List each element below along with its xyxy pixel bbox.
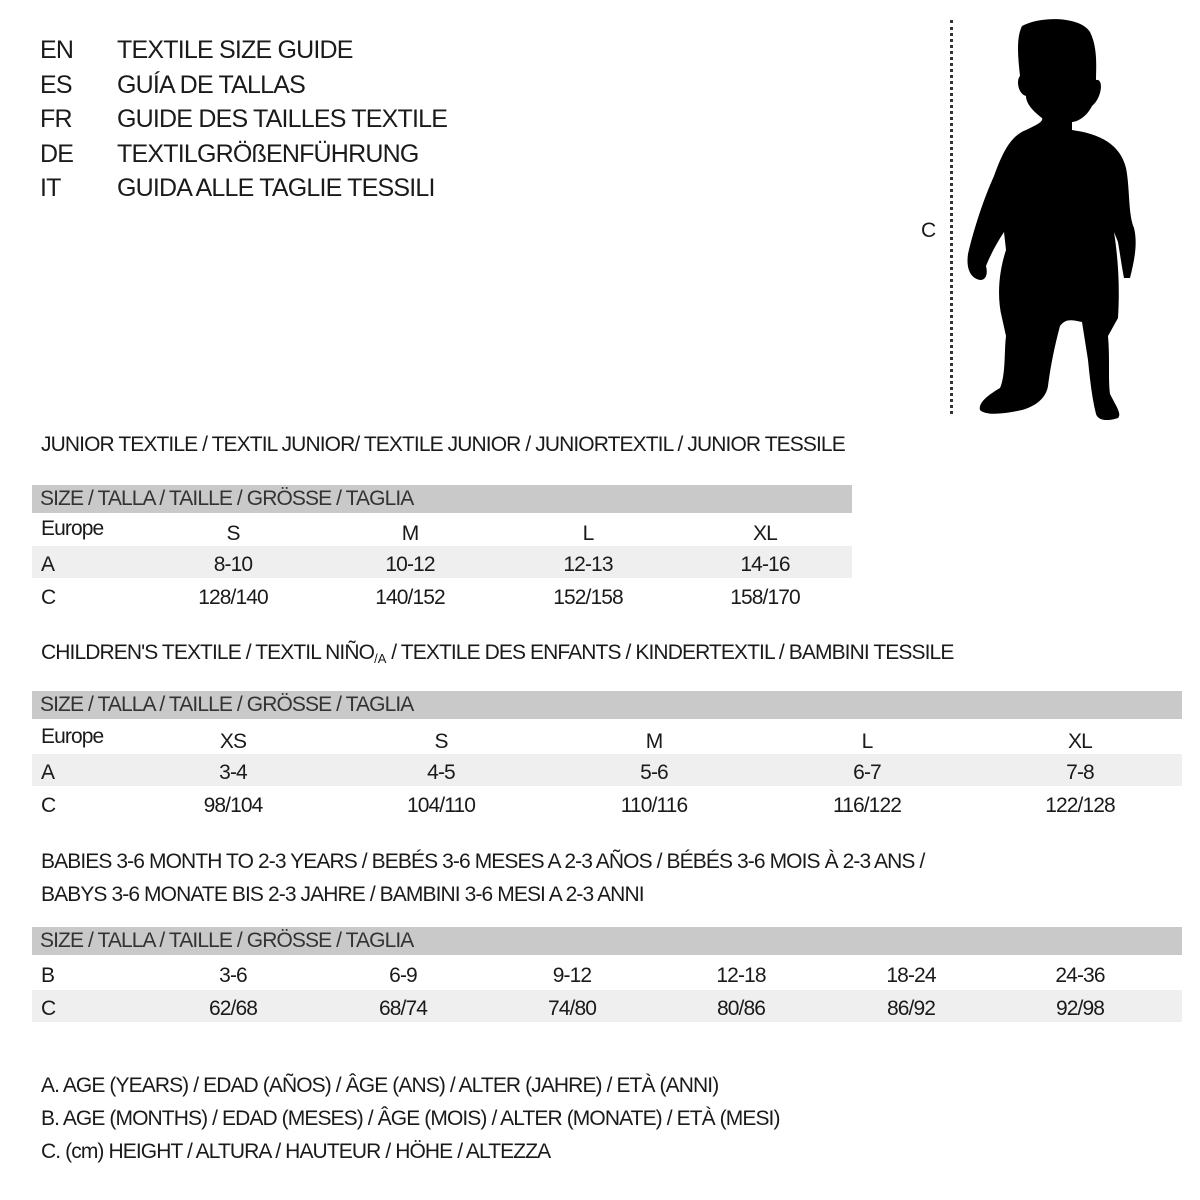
legend-a: A. AGE (YEARS) / EDAD (AÑOS) / ÂGE (ANS)… — [41, 1074, 719, 1097]
language-title: GUÍA DE TALLAS — [117, 70, 306, 99]
language-title: GUIDE DES TAILLES TEXTILE — [117, 105, 448, 133]
table-cell: 104/110 — [406, 794, 476, 817]
babies-heading-line1: BABIES 3-6 MONTH TO 2-3 YEARS / BEBÉS 3-… — [41, 850, 925, 873]
table-cell: 9-12 — [552, 964, 592, 987]
table-cell: M — [401, 522, 419, 545]
height-measure-line — [950, 20, 953, 414]
row-label: A — [41, 553, 55, 576]
child-silhouette-icon — [967, 19, 1136, 420]
row-label: C — [41, 586, 56, 609]
row-shade — [32, 546, 852, 578]
table-cell: 5-6 — [640, 761, 669, 784]
table-cell: 12-18 — [716, 964, 766, 987]
language-title: GUIDA ALLE TAGLIE TESSILI — [117, 174, 435, 202]
table-cell: L — [861, 730, 874, 753]
table-cell: 140/152 — [375, 586, 446, 609]
table-cell: 8-10 — [213, 553, 253, 576]
children-heading: CHILDREN'S TEXTILE / TEXTIL NIÑO/A / TEX… — [41, 640, 954, 672]
language-code: EN — [40, 36, 74, 64]
language-code: ES — [40, 70, 73, 99]
table-cell: S — [226, 522, 240, 545]
children-heading-rest: / TEXTILE DES ENFANTS / KINDERTEXTIL / B… — [386, 641, 954, 664]
table-cell: 116/122 — [832, 794, 902, 817]
row-label: Europe — [41, 725, 104, 748]
table-cell: 12-13 — [563, 553, 613, 576]
table-cell: 10-12 — [385, 553, 435, 576]
legend-b: B. AGE (MONTHS) / EDAD (MESES) / ÂGE (MO… — [41, 1107, 780, 1130]
table-cell: S — [434, 730, 448, 753]
size-header-band: SIZE / TALLA / TAILLE / GRÖSSE / TAGLIA — [32, 691, 1182, 719]
row-shade — [32, 990, 1182, 1022]
table-cell: L — [582, 522, 595, 545]
table-cell: 3-6 — [219, 964, 248, 987]
table-cell: 68/74 — [378, 997, 428, 1020]
table-cell: 62/68 — [208, 997, 258, 1020]
table-cell: 7-8 — [1066, 761, 1095, 784]
table-cell: 152/158 — [553, 586, 624, 609]
table-cell: 18-24 — [886, 964, 936, 987]
language-title: TEXTILE SIZE GUIDE — [117, 36, 353, 64]
row-label: C — [41, 997, 56, 1020]
row-label: Europe — [41, 517, 104, 540]
language-code: DE — [40, 139, 74, 168]
row-shade — [32, 754, 1182, 786]
row-label: A — [41, 761, 55, 784]
height-measure-label: C — [921, 219, 936, 242]
table-cell: M — [645, 730, 663, 753]
table-cell: 3-4 — [219, 761, 248, 784]
size-header-band: SIZE / TALLA / TAILLE / GRÖSSE / TAGLIA — [32, 927, 1182, 955]
table-cell: 6-7 — [853, 761, 882, 784]
size-header-label: SIZE / TALLA / TAILLE / GRÖSSE / TAGLIA — [40, 929, 414, 952]
table-cell: 92/98 — [1055, 997, 1105, 1020]
table-cell: 14-16 — [740, 553, 790, 576]
children-heading-main: CHILDREN'S TEXTILE / TEXTIL NIÑO — [41, 641, 375, 664]
babies-heading-line2: BABYS 3-6 MONATE BIS 2-3 JAHRE / BAMBINI… — [41, 883, 645, 906]
row-label: C — [41, 794, 56, 817]
table-cell: 110/116 — [620, 794, 688, 817]
table-cell: 98/104 — [203, 794, 264, 817]
children-heading-sub: /A — [374, 651, 387, 666]
table-cell: 86/92 — [886, 997, 936, 1020]
size-header-label: SIZE / TALLA / TAILLE / GRÖSSE / TAGLIA — [40, 693, 414, 716]
table-cell: 24-36 — [1055, 964, 1105, 987]
junior-heading: JUNIOR TEXTILE / TEXTIL JUNIOR/ TEXTILE … — [41, 433, 846, 456]
row-label: B — [41, 964, 55, 987]
size-header-label: SIZE / TALLA / TAILLE / GRÖSSE / TAGLIA — [40, 487, 414, 510]
table-cell: XS — [219, 730, 247, 753]
table-cell: 4-5 — [427, 761, 456, 784]
language-title: TEXTILGRÖßENFÜHRUNG — [117, 139, 419, 168]
language-code: FR — [40, 105, 73, 133]
table-cell: 74/80 — [547, 997, 597, 1020]
table-cell: 128/140 — [198, 586, 269, 609]
table-cell: 6-9 — [389, 964, 418, 987]
table-cell: XL — [753, 522, 778, 545]
table-cell: 158/170 — [730, 586, 801, 609]
table-cell: 122/128 — [1045, 794, 1116, 817]
size-header-band: SIZE / TALLA / TAILLE / GRÖSSE / TAGLIA — [32, 485, 852, 513]
legend-c: C. (cm) HEIGHT / ALTURA / HAUTEUR / HÖHE… — [41, 1140, 551, 1163]
table-cell: 80/86 — [716, 997, 766, 1020]
language-code: IT — [40, 174, 61, 202]
table-cell: XL — [1068, 730, 1093, 753]
